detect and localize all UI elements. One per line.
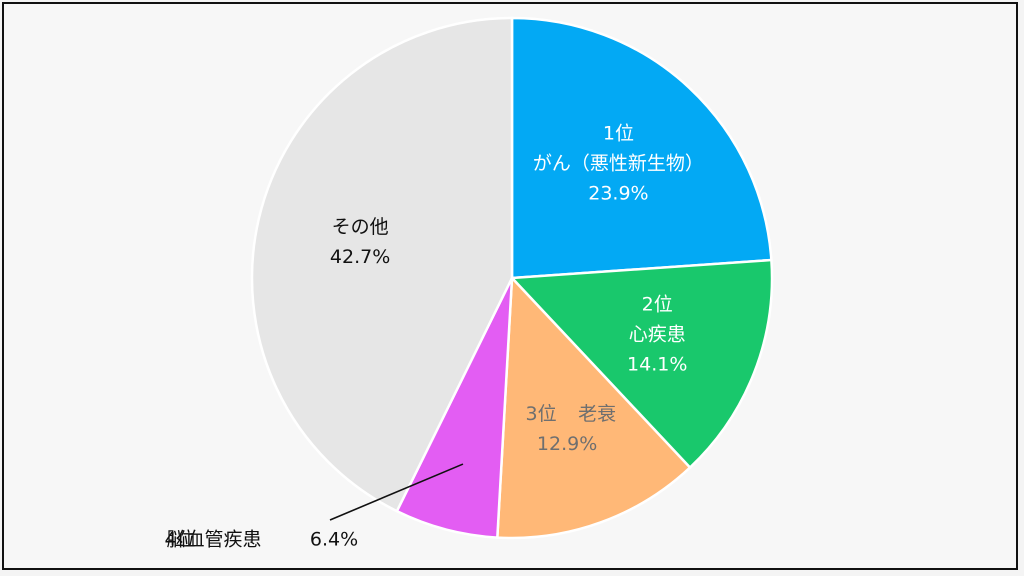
callout-line-3 [329, 463, 464, 521]
slice-name-label-4: その他 [332, 216, 389, 238]
slice-value-label-0: 23.9% [588, 182, 648, 204]
slice-rank-label-0: 1位 [603, 122, 634, 144]
slice-name-label-0: がん（悪性新生物） [533, 152, 704, 174]
slice-name-label-3: 脳血管疾患 [166, 529, 261, 551]
pie-slice-2 [495, 275, 692, 540]
slice-name-label-2: 老衰 [578, 403, 616, 425]
slice-rank-label-1: 2位 [642, 293, 673, 315]
pie-slice-0 [510, 16, 773, 280]
pie-slice-1 [509, 258, 774, 470]
slice-value-label-4: 42.7% [330, 246, 390, 268]
slice-rank-label-2: 3位 [526, 403, 557, 425]
slice-value-label-3: 6.4% [310, 529, 358, 551]
slice-name-label-1: 心疾患 [629, 323, 686, 345]
slice-value-label-1: 14.1% [627, 353, 687, 375]
slice-rank-label-3: 4位 [164, 529, 195, 551]
pie-slice-4 [250, 16, 514, 513]
slice-value-label-2: 12.9% [537, 433, 597, 455]
